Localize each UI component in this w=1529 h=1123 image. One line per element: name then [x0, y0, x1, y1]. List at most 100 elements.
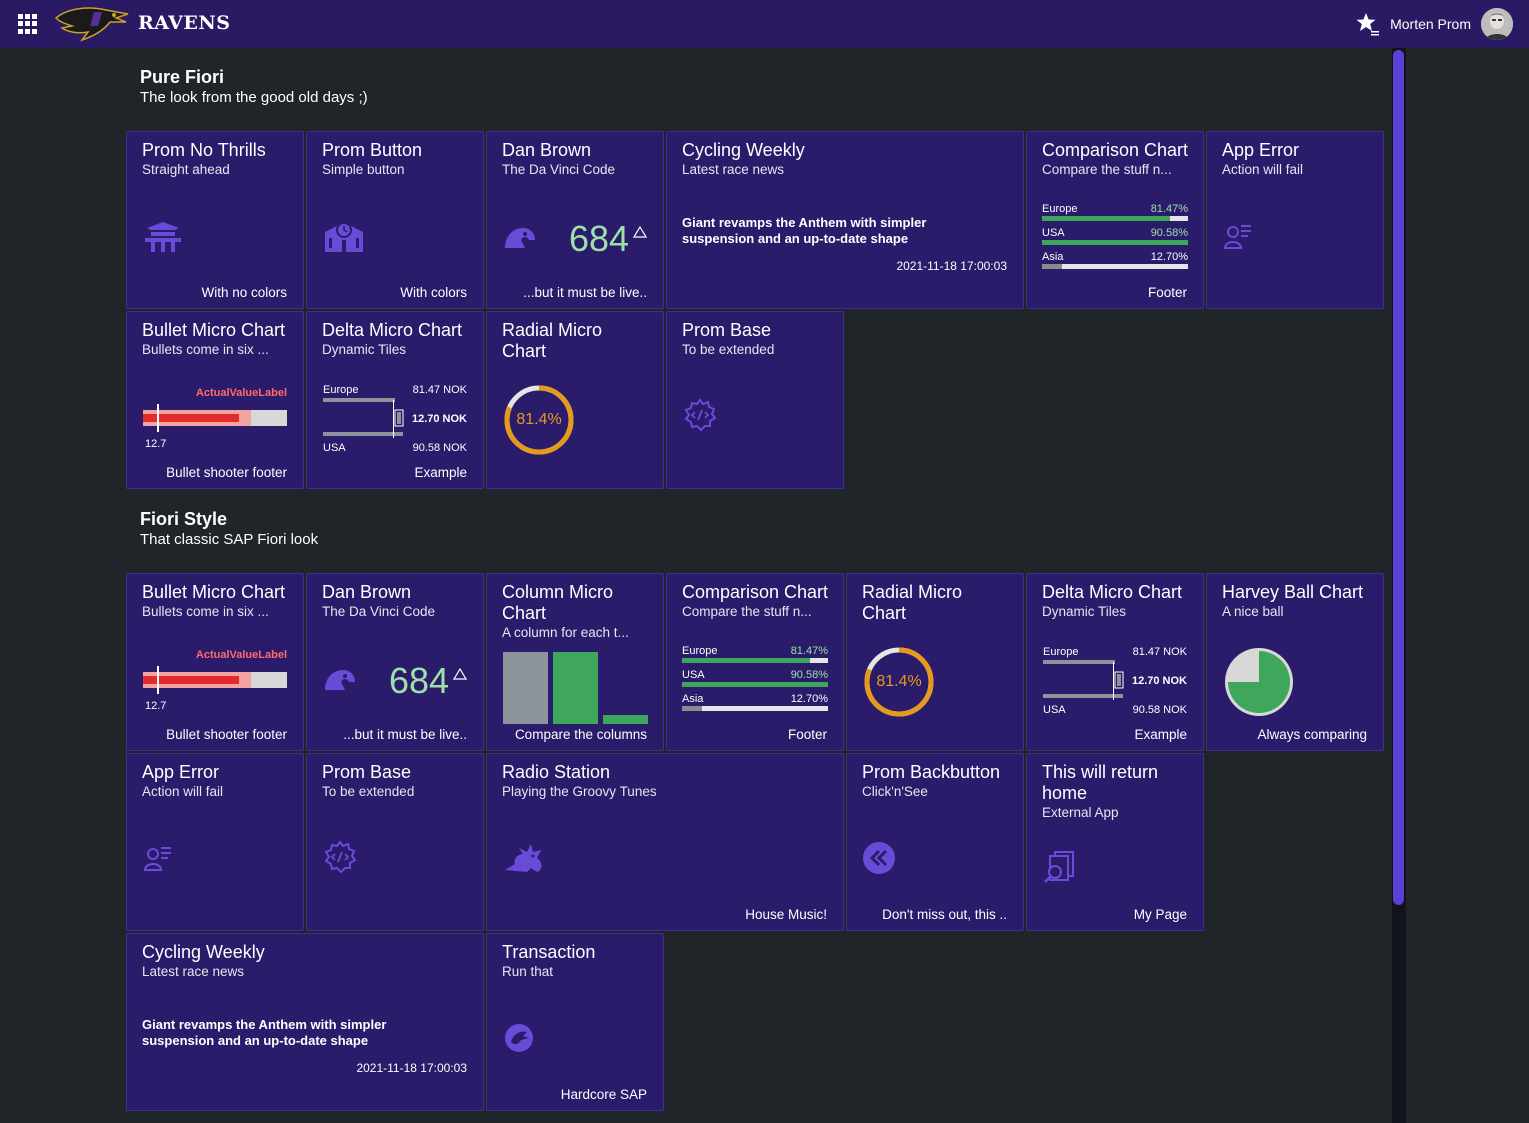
- news-headline[interactable]: Giant revamps the Anthem with simpler su…: [142, 1017, 387, 1048]
- tile-subtitle: Action will fail: [1222, 162, 1304, 177]
- tile-prom-backbutton[interactable]: Prom Backbutton Click'n'See Don't miss o…: [846, 753, 1024, 931]
- gear-code-icon: [324, 840, 357, 874]
- app-grid-icon[interactable]: [18, 14, 38, 34]
- search-pages-icon: [1044, 851, 1074, 883]
- bullet-chart: [143, 666, 287, 694]
- comparison-bar: [682, 658, 828, 663]
- comparison-row-usa: USA 90.58%: [682, 669, 828, 693]
- tile-footer: Example: [414, 465, 467, 480]
- tile-footer: ...but it must be live..: [523, 285, 647, 300]
- tile-radial-micro-chart[interactable]: Radial Micro Chart 81.4%: [486, 311, 664, 489]
- tile-bullet-micro-chart[interactable]: Bullet Micro Chart Bullets come in six .…: [126, 573, 304, 751]
- section-title-fiori-style: Fiori Style: [140, 509, 228, 529]
- tile-title: Delta Micro Chart: [1042, 582, 1183, 602]
- news-headline[interactable]: Giant revamps the Anthem with simpler su…: [682, 215, 927, 246]
- tile-footer: ...but it must be live..: [343, 727, 467, 742]
- tile-footer: Hardcore SAP: [560, 1087, 647, 1102]
- tile-footer: With no colors: [201, 285, 287, 300]
- tile-title: Prom Base: [682, 320, 772, 340]
- harvey-ball: [1225, 648, 1293, 716]
- tile-transaction[interactable]: Transaction Run that Hardcore SAP: [486, 933, 664, 1111]
- radial-chart: [864, 647, 934, 717]
- tile-dan-brown[interactable]: Dan Brown The Da Vinci Code 684 ...but i…: [486, 131, 664, 309]
- tile-subtitle: Bullets come in six ...: [142, 342, 269, 357]
- comparison-fill: [682, 706, 703, 711]
- bullet-value: 12.7: [145, 438, 167, 450]
- tile-footer: Bullet shooter footer: [166, 465, 287, 480]
- avatar-portrait-icon: [1481, 8, 1513, 40]
- tile-title: Radio Station: [502, 762, 611, 782]
- comparison-bar: [1042, 216, 1188, 221]
- tile-subtitle: Playing the Groovy Tunes: [502, 784, 657, 799]
- tile-prom-base[interactable]: Prom Base To be extended: [666, 311, 844, 489]
- user-avatar[interactable]: [1481, 8, 1513, 40]
- kpi-value: 684: [569, 218, 630, 259]
- tile-subtitle: External App: [1042, 805, 1119, 820]
- tile-subtitle: Bullets come in six ...: [142, 604, 269, 619]
- user-area: Morten Prom: [1356, 6, 1513, 42]
- comparison-label: Europe: [1042, 203, 1078, 215]
- tile-title: Radial Micro Chart: [502, 320, 603, 361]
- tile-prom-no-thrills[interactable]: Prom No Thrills Straight ahead With no c…: [126, 131, 304, 309]
- comparison-label: USA: [682, 669, 705, 681]
- tile-subtitle: A column for each t...: [502, 625, 629, 640]
- comparison-value: 12.70%: [1150, 251, 1188, 263]
- tile-bullet-micro-chart[interactable]: Bullet Micro Chart Bullets come in six .…: [126, 311, 304, 489]
- tile-title: Column Micro Chart: [502, 582, 614, 623]
- tile-return-home[interactable]: This will return home External App My Pa…: [1026, 753, 1204, 931]
- comparison-value: 12.70%: [790, 693, 828, 705]
- tile-comparison-chart[interactable]: Comparison Chart Compare the stuff n... …: [1026, 131, 1204, 309]
- tile-subtitle: Latest race news: [682, 162, 785, 177]
- launchpad-content: Pure Fiori The look from the good old da…: [126, 48, 1392, 1123]
- brand-name: RAVENS: [138, 12, 231, 34]
- tile-prom-button[interactable]: Prom Button Simple button With colors: [306, 131, 484, 309]
- tile-column-micro-chart[interactable]: Column Micro Chart A column for each t..…: [486, 573, 664, 751]
- tile-footer: My Page: [1133, 907, 1187, 922]
- tile-app-error[interactable]: App Error Action will fail: [126, 753, 304, 931]
- tile-harvey-ball-chart[interactable]: Harvey Ball Chart A nice ball Always com…: [1206, 573, 1384, 751]
- tile-radio-station[interactable]: Radio Station Playing the Groovy Tunes H…: [486, 753, 844, 931]
- tile-cycling-weekly[interactable]: Cycling Weekly Latest race news Giant re…: [666, 131, 1024, 309]
- tile-prom-base[interactable]: Prom Base To be extended: [306, 753, 484, 931]
- tile-title: Comparison Chart: [682, 582, 829, 602]
- comparison-value: 90.58%: [1150, 227, 1188, 239]
- tile-subtitle: Latest race news: [142, 964, 245, 979]
- section-subtitle-fiori-style: That classic SAP Fiori look: [140, 531, 319, 548]
- delta-value: 12.70 NOK: [411, 413, 467, 425]
- comparison-fill: [1042, 264, 1063, 269]
- tile-cycling-weekly[interactable]: Cycling Weekly Latest race news Giant re…: [126, 933, 484, 1111]
- tile-footer: Compare the columns: [514, 727, 647, 742]
- tile-comparison-chart[interactable]: Comparison Chart Compare the stuff n... …: [666, 573, 844, 751]
- tile-delta-micro-chart[interactable]: Delta Micro Chart Dynamic Tiles Europe 8…: [306, 311, 484, 489]
- tile-footer: With colors: [400, 285, 467, 300]
- tile-subtitle: Action will fail: [142, 784, 224, 799]
- tile-title: Harvey Ball Chart: [1222, 582, 1364, 602]
- tile-title: App Error: [142, 762, 220, 782]
- tile-subtitle: Run that: [502, 964, 554, 979]
- tile-title: Comparison Chart: [1042, 140, 1189, 160]
- page-scrollbar[interactable]: [1392, 48, 1406, 1123]
- comparison-bar: [682, 682, 828, 687]
- ravens-logo[interactable]: [54, 4, 130, 44]
- tile-title: Cycling Weekly: [142, 942, 265, 962]
- trend-up-icon: [633, 226, 647, 238]
- favorites-star-icon[interactable]: [1356, 12, 1380, 36]
- news-date: 2021-11-18 17:00:03: [896, 259, 1007, 273]
- tile-dan-brown[interactable]: Dan Brown The Da Vinci Code 684 ...but i…: [306, 573, 484, 751]
- gear-code-icon: [684, 398, 717, 432]
- tile-delta-micro-chart[interactable]: Delta Micro Chart Dynamic Tiles Europe 8…: [1026, 573, 1204, 751]
- frog-icon: [325, 670, 355, 690]
- scrollbar-thumb[interactable]: [1393, 50, 1404, 905]
- tile-app-error[interactable]: App Error Action will fail: [1206, 131, 1384, 309]
- comparison-label: Asia: [1042, 251, 1064, 263]
- tile-radial-micro-chart[interactable]: Radial Micro Chart 81.4%: [846, 573, 1024, 751]
- delta-value: 12.70 NOK: [1131, 675, 1187, 687]
- delta-label-usa: USA: [323, 442, 346, 454]
- delta-value-usa: 90.58 NOK: [412, 442, 467, 454]
- delta-value-europe: 81.47 NOK: [1132, 646, 1187, 658]
- shell-bar: RAVENS Morten Prom: [0, 0, 1529, 48]
- user-name[interactable]: Morten Prom: [1390, 16, 1471, 32]
- tile-title: Radial Micro Chart: [862, 582, 963, 623]
- double-chevron-left-icon: [863, 842, 895, 874]
- comparison-fill: [1042, 240, 1188, 245]
